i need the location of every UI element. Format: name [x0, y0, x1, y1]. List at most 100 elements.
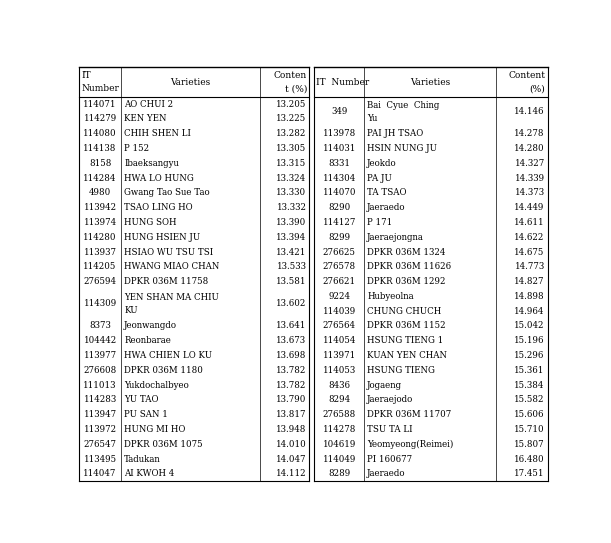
- Text: IT  Number: IT Number: [316, 78, 370, 86]
- Text: 113977: 113977: [84, 351, 117, 360]
- Text: Jaeraejodo: Jaeraejodo: [367, 395, 414, 405]
- Text: 114039: 114039: [323, 307, 356, 315]
- Text: 8290: 8290: [328, 203, 350, 212]
- Text: HWA CHIEN LO KU: HWA CHIEN LO KU: [124, 351, 213, 360]
- Text: 13.421: 13.421: [276, 248, 307, 256]
- Text: Gwang Tao Sue Tao: Gwang Tao Sue Tao: [124, 188, 210, 198]
- Text: Conten: Conten: [274, 71, 307, 80]
- Text: 276608: 276608: [84, 366, 117, 375]
- Text: 114071: 114071: [83, 100, 117, 109]
- Text: 14.112: 14.112: [276, 469, 307, 478]
- Text: 276564: 276564: [323, 321, 356, 331]
- Text: 13.282: 13.282: [276, 129, 307, 138]
- Text: Reonbarae: Reonbarae: [124, 336, 171, 345]
- Text: 14.010: 14.010: [276, 440, 307, 449]
- Text: 15.042: 15.042: [514, 321, 544, 331]
- Text: 13.533: 13.533: [277, 262, 307, 272]
- Text: 8294: 8294: [328, 395, 350, 405]
- Text: 14.449: 14.449: [514, 203, 544, 212]
- Text: 13.324: 13.324: [276, 174, 307, 182]
- Text: AO CHUI 2: AO CHUI 2: [124, 100, 174, 109]
- Text: 114205: 114205: [83, 262, 117, 272]
- Text: DPKR 036M 1180: DPKR 036M 1180: [124, 366, 203, 375]
- Text: PU SAN 1: PU SAN 1: [124, 410, 168, 419]
- Text: 14.278: 14.278: [514, 129, 544, 138]
- Text: P 152: P 152: [124, 144, 149, 153]
- Text: 8299: 8299: [328, 233, 350, 242]
- Text: 8436: 8436: [328, 381, 350, 389]
- Text: YEN SHAN MA CHIU: YEN SHAN MA CHIU: [124, 293, 219, 302]
- Text: TSU TA LI: TSU TA LI: [367, 425, 412, 434]
- Text: DPKR 036M 11758: DPKR 036M 11758: [124, 277, 208, 286]
- Text: KUAN YEN CHAN: KUAN YEN CHAN: [367, 351, 447, 360]
- Text: 15.606: 15.606: [514, 410, 544, 419]
- Text: PAI JH TSAO: PAI JH TSAO: [367, 129, 423, 138]
- Text: Varieties: Varieties: [170, 78, 211, 86]
- Text: Ibaeksangyu: Ibaeksangyu: [124, 159, 179, 168]
- Text: 114070: 114070: [323, 188, 356, 198]
- Text: Jaeraedo: Jaeraedo: [367, 203, 406, 212]
- Text: 113937: 113937: [84, 248, 117, 256]
- Text: HSIN NUNG JU: HSIN NUNG JU: [367, 144, 437, 153]
- Text: Content: Content: [508, 71, 545, 80]
- Text: 276621: 276621: [323, 277, 356, 286]
- Text: 15.710: 15.710: [514, 425, 544, 434]
- Text: 114054: 114054: [323, 336, 356, 345]
- Text: Hubyeolna: Hubyeolna: [367, 292, 414, 301]
- Text: 8331: 8331: [328, 159, 350, 168]
- Text: HUNG MI HO: HUNG MI HO: [124, 425, 186, 434]
- Text: 15.361: 15.361: [514, 366, 544, 375]
- Text: IT: IT: [81, 71, 91, 80]
- Text: 276578: 276578: [323, 262, 356, 272]
- Text: 114280: 114280: [83, 233, 117, 242]
- Text: HWA LO HUNG: HWA LO HUNG: [124, 174, 194, 182]
- Text: 14.373: 14.373: [514, 188, 544, 198]
- Text: 114304: 114304: [323, 174, 356, 182]
- Text: 14.898: 14.898: [514, 292, 544, 301]
- Text: (%): (%): [529, 84, 545, 93]
- Text: KU: KU: [124, 306, 138, 315]
- Text: 14.146: 14.146: [514, 107, 544, 116]
- Text: 13.641: 13.641: [276, 321, 307, 331]
- Text: DPKR 036M 1324: DPKR 036M 1324: [367, 248, 445, 256]
- Text: 114278: 114278: [323, 425, 356, 434]
- Text: 113495: 113495: [84, 454, 117, 464]
- Text: AI KWOH 4: AI KWOH 4: [124, 469, 175, 478]
- Text: 276547: 276547: [84, 440, 117, 449]
- Text: DPKR 036M 1292: DPKR 036M 1292: [367, 277, 445, 286]
- Text: Jaeraedo: Jaeraedo: [367, 469, 406, 478]
- Text: KEN YEN: KEN YEN: [124, 115, 167, 123]
- Text: HSUNG TIENG: HSUNG TIENG: [367, 366, 435, 375]
- Text: PI 160677: PI 160677: [367, 454, 412, 464]
- Text: t (%): t (%): [285, 84, 307, 93]
- Text: Bai  Cyue  Ching: Bai Cyue Ching: [367, 100, 439, 110]
- Text: 13.948: 13.948: [276, 425, 307, 434]
- Text: 113942: 113942: [84, 203, 117, 212]
- Text: 13.581: 13.581: [276, 277, 307, 286]
- Text: 114049: 114049: [323, 454, 356, 464]
- Text: 14.773: 14.773: [514, 262, 544, 272]
- Text: 13.330: 13.330: [276, 188, 307, 198]
- Text: 13.390: 13.390: [276, 218, 307, 227]
- Text: 13.602: 13.602: [276, 299, 307, 308]
- Text: CHUNG CHUCH: CHUNG CHUCH: [367, 307, 441, 315]
- Text: YU TAO: YU TAO: [124, 395, 159, 405]
- Text: Number: Number: [81, 84, 119, 93]
- Text: 8373: 8373: [89, 321, 111, 331]
- Text: 113971: 113971: [323, 351, 356, 360]
- Text: Varieties: Varieties: [410, 78, 450, 86]
- Text: 8158: 8158: [89, 159, 111, 168]
- Text: 114047: 114047: [83, 469, 117, 478]
- Text: 276594: 276594: [84, 277, 117, 286]
- Text: 114309: 114309: [84, 299, 117, 308]
- Text: 14.827: 14.827: [514, 277, 544, 286]
- Text: 15.296: 15.296: [514, 351, 544, 360]
- Text: 13.394: 13.394: [276, 233, 307, 242]
- Text: 13.782: 13.782: [276, 366, 307, 375]
- Text: 4980: 4980: [89, 188, 111, 198]
- Text: P 171: P 171: [367, 218, 392, 227]
- Text: 16.480: 16.480: [514, 454, 544, 464]
- Text: Yukdochalbyeo: Yukdochalbyeo: [124, 381, 189, 389]
- Text: TSAO LING HO: TSAO LING HO: [124, 203, 193, 212]
- Text: 13.205: 13.205: [276, 100, 307, 109]
